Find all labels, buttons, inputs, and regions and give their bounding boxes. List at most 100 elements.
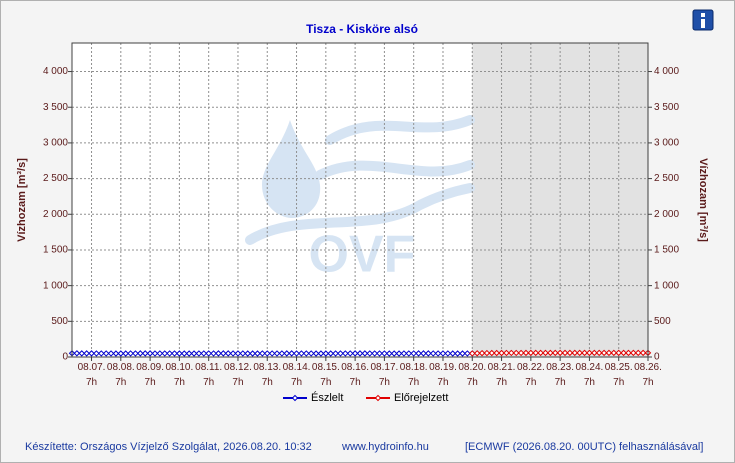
data-point — [224, 350, 232, 357]
data-point — [386, 350, 393, 357]
data-point — [234, 350, 242, 357]
y2-tick-label: 2 000 — [654, 209, 679, 220]
x-tick-label: 08.23. 7h — [546, 362, 575, 388]
y-tick-label: 2 500 — [43, 173, 68, 184]
x-tick-label: 08.07. 7h — [77, 362, 106, 388]
y-tick-label: 1 500 — [43, 245, 68, 256]
data-point — [332, 350, 339, 357]
data-point — [591, 349, 598, 357]
data-point — [537, 349, 544, 357]
data-point — [381, 350, 388, 357]
data-point — [195, 350, 203, 357]
data-point — [327, 350, 334, 357]
data-point — [639, 349, 647, 357]
data-point — [581, 349, 588, 357]
data-point — [488, 349, 496, 357]
data-point — [220, 350, 227, 357]
y2-tick-label: 3 000 — [654, 138, 679, 149]
data-point — [283, 350, 290, 357]
data-point — [600, 349, 608, 357]
data-point — [366, 350, 373, 357]
x-tick-label: 08.14. 7h — [282, 362, 311, 388]
data-point — [73, 350, 81, 357]
data-point — [259, 350, 266, 357]
watermark-text: OVF — [309, 226, 416, 284]
data-point — [293, 350, 300, 357]
data-point — [425, 350, 432, 357]
y-tick-label: 3 000 — [43, 138, 68, 149]
data-point — [166, 350, 173, 357]
x-tick-label: 08.16. 7h — [341, 362, 370, 388]
data-point — [605, 349, 613, 357]
data-point — [303, 350, 310, 357]
data-point — [337, 350, 344, 357]
y2-tick-label: 0 — [654, 352, 660, 363]
plot-border — [71, 42, 649, 358]
y2-tick-label: 500 — [654, 316, 671, 327]
info-bar — [701, 19, 705, 28]
data-point — [371, 350, 378, 357]
data-point — [390, 350, 398, 357]
data-point — [444, 350, 452, 357]
data-point — [298, 350, 305, 357]
data-point — [464, 350, 471, 357]
data-point — [347, 350, 354, 357]
data-point — [142, 350, 149, 357]
data-point — [185, 350, 193, 357]
x-tick-label: 08.22. 7h — [516, 362, 545, 388]
data-point — [625, 349, 632, 357]
y-tick-label: 3 500 — [43, 102, 68, 113]
x-tick-label: 08.18. 7h — [399, 362, 428, 388]
data-point — [620, 349, 627, 357]
x-tick-label: 08.11. 7h — [195, 362, 223, 388]
data-point — [317, 350, 325, 357]
y-tick-label: 0 — [62, 352, 68, 363]
x-tick-label: 08.21. 7h — [487, 362, 516, 388]
x-tick-label: 08.10. 7h — [165, 362, 194, 388]
info-icon[interactable] — [692, 9, 714, 31]
x-tick-label: 08.25. 7h — [604, 362, 633, 388]
y-tick-label: 500 — [51, 316, 68, 327]
data-point — [268, 350, 276, 357]
data-point — [439, 350, 447, 357]
data-point — [205, 350, 212, 357]
data-point — [356, 350, 364, 357]
data-point — [615, 349, 622, 357]
data-point — [351, 350, 359, 357]
data-point — [532, 349, 539, 357]
data-point — [571, 349, 578, 357]
x-tick-label: 08.24. 7h — [575, 362, 604, 388]
data-point — [122, 350, 129, 357]
legend-label: Előrejelzett — [394, 392, 448, 404]
data-point — [483, 349, 491, 357]
data-point — [239, 350, 247, 357]
x-tick-label: 08.09. 7h — [136, 362, 164, 388]
data-point — [176, 350, 183, 357]
y-tick-label: 2 000 — [43, 209, 68, 220]
data-point — [342, 350, 349, 357]
data-point — [264, 350, 271, 357]
data-point — [576, 349, 583, 357]
data-point — [161, 350, 168, 357]
footer-url[interactable]: www.hydroinfo.hu — [341, 441, 429, 453]
data-point — [522, 349, 530, 357]
data-point — [459, 350, 466, 357]
data-point — [83, 350, 90, 357]
watermark — [245, 115, 475, 245]
data-point — [430, 350, 437, 357]
data-point — [102, 350, 110, 357]
y-tick-label: 4 000 — [43, 66, 68, 77]
data-point — [517, 349, 525, 357]
data-point — [405, 350, 413, 357]
data-point — [478, 349, 486, 357]
data-point — [527, 349, 535, 357]
data-point — [434, 350, 442, 357]
data-point — [410, 350, 417, 357]
data-point — [146, 350, 154, 357]
data-point — [312, 350, 320, 357]
data-point — [200, 350, 208, 357]
info-dot — [701, 13, 705, 17]
data-point — [229, 350, 237, 357]
